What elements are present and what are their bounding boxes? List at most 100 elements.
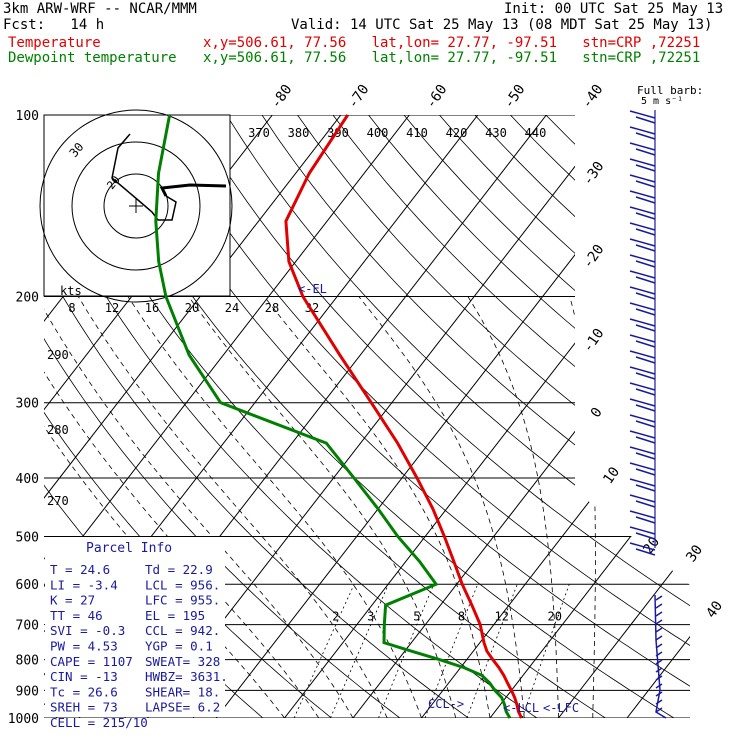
wind-barb — [635, 132, 656, 140]
pressure-tick-label: 700 — [16, 619, 39, 634]
dry-adiabat-line — [474, 115, 690, 718]
hodograph-kt-label: 24 — [225, 301, 239, 315]
theta-label: 370 — [248, 126, 270, 140]
theta-label: 420 — [446, 126, 468, 140]
isotherm-label: -40 — [579, 82, 607, 112]
wind-barb — [635, 388, 656, 396]
wind-barb — [635, 180, 656, 188]
wind-barb — [635, 324, 656, 332]
forecast-hour: Fcst: 14 h — [3, 17, 105, 33]
wind-barb — [629, 286, 656, 295]
wind-barb — [655, 635, 663, 641]
parcel-info-value: TT = 46 — [50, 608, 103, 623]
isotherm-line — [284, 115, 690, 718]
wind-barb — [629, 222, 656, 231]
wind-barb — [655, 667, 663, 673]
hodograph-kt-label: 12 — [105, 301, 119, 315]
dry-adiabat-line — [84, 115, 675, 718]
hodograph-trace-upper — [159, 183, 227, 197]
wind-barb — [629, 542, 656, 551]
hodograph-kt-label: 28 — [265, 301, 279, 315]
parcel-info-title: Parcel Info — [86, 541, 172, 556]
theta-label: 430 — [485, 126, 507, 140]
wind-barb — [635, 516, 656, 524]
wind-barb — [629, 478, 656, 487]
temperature-legend: Temperature — [8, 35, 101, 51]
wind-barb — [635, 212, 656, 220]
dry-adiabat-line — [48, 115, 606, 718]
isotherm-label: 0 — [588, 405, 606, 421]
dry-adiabat-line — [403, 115, 690, 718]
wind-barb — [629, 398, 656, 407]
wind-barb — [629, 126, 656, 135]
mixing-ratio-label: 5 — [413, 610, 420, 624]
isotherm-label: 30 — [683, 542, 706, 565]
mixing-ratio-label: 12 — [495, 610, 509, 624]
moist-adiabat-line — [467, 296, 559, 718]
wind-barb — [629, 254, 656, 263]
wind-barb — [635, 116, 656, 124]
isotherm-label: -10 — [580, 326, 608, 356]
theta-label: 410 — [406, 126, 428, 140]
theta-label: 440 — [525, 126, 547, 140]
wind-barb — [635, 260, 656, 268]
wind-barb — [629, 142, 656, 151]
hodograph-unit-label: kts — [60, 284, 82, 298]
wind-barb — [629, 270, 656, 279]
wind-barb — [629, 190, 656, 199]
moist-adiabat-line — [188, 296, 457, 718]
isotherm-line — [558, 115, 690, 718]
isotherm-label: -20 — [580, 242, 608, 272]
dry-adiabat-line — [190, 115, 690, 718]
wind-barb — [655, 659, 663, 665]
hodograph-kt-label: 16 — [145, 301, 159, 315]
wind-barb — [635, 308, 656, 316]
hodograph-kt-label: 20 — [185, 301, 199, 315]
moist-adiabat-line — [569, 296, 596, 718]
wind-barb — [635, 356, 656, 364]
mixing-ratio-label: 20 — [548, 610, 562, 624]
dry-adiabat-line — [155, 115, 690, 718]
parcel-info-value: T = 24.6 — [50, 562, 110, 577]
parcel-info-value: CCL = 942. — [145, 623, 220, 638]
wind-barb — [635, 548, 656, 556]
pressure-tick-label: 400 — [16, 472, 39, 487]
moist-adiabat-line — [358, 296, 525, 718]
valid-time: Valid: 14 UTC Sat 25 May 13 (08 MDT Sat … — [291, 17, 713, 33]
wind-barb — [655, 683, 663, 689]
isotherm-label: 40 — [703, 598, 726, 621]
wind-barb — [655, 643, 663, 649]
isotherm-label: -30 — [580, 159, 608, 189]
wind-barb — [629, 334, 656, 343]
isotherm-label: -50 — [501, 82, 529, 112]
wind-barb — [629, 366, 656, 375]
wind-barb — [629, 350, 656, 359]
dry-adiabat-line — [332, 115, 690, 718]
wind-barb — [655, 603, 663, 609]
parcel-info-value: LFC = 955. — [145, 593, 220, 608]
moist-adiabat-line — [44, 296, 285, 718]
lfc-annotation: <-LFC — [543, 701, 579, 715]
theta-label: 380 — [288, 126, 310, 140]
parcel-info-value: K = 27 — [50, 593, 95, 608]
wind-barb — [655, 611, 663, 617]
wind-barb — [629, 158, 656, 167]
mixing-ratio-label: 8 — [458, 610, 465, 624]
pressure-tick-label: 200 — [16, 291, 39, 306]
wind-staff-lower — [654, 594, 667, 719]
moist-adiabat-line — [263, 296, 491, 718]
wind-barb — [635, 340, 656, 348]
pressure-tick-label: 900 — [16, 684, 39, 699]
parcel-info-value: CIN = -13 — [50, 669, 118, 684]
wind-barb — [629, 430, 656, 439]
isotherm-line — [44, 115, 410, 718]
wind-barb — [629, 494, 656, 503]
dry-adiabat-line — [226, 115, 690, 718]
wind-barb — [629, 238, 656, 247]
dewpoint-legend: Dewpoint temperature — [8, 50, 177, 66]
wind-barb — [655, 707, 663, 713]
wind-barb — [635, 292, 656, 300]
dewpoint-location: x,y=506.61, 77.56 lat,lon= 27.77, -97.51… — [203, 50, 701, 66]
